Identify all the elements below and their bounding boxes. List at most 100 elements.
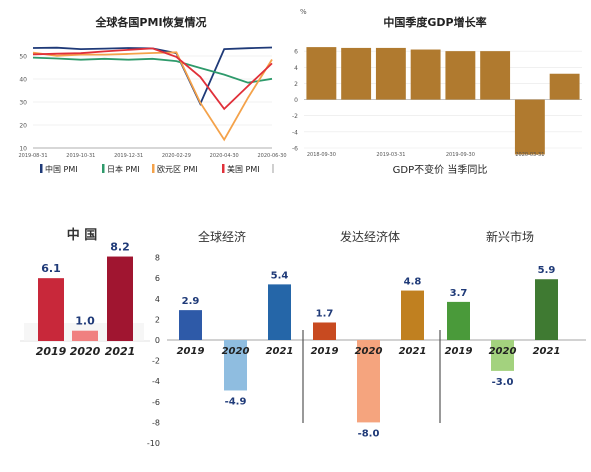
imf-year-label: 2020 [355, 346, 383, 357]
pmi-legend-label: 美国 PMI [227, 164, 260, 174]
gdp-bar [549, 73, 580, 100]
china-chart-title: 中 国 [67, 227, 98, 243]
imf-bar [268, 284, 291, 340]
gdp-unit-label: % [300, 8, 307, 16]
pmi-series-line-2 [32, 56, 273, 84]
gdp-bar [306, 47, 337, 100]
gdp-ytick: 4 [294, 65, 298, 72]
gdp-bar [480, 51, 511, 100]
imf-ytick: 0 [155, 336, 160, 345]
gdp-xtick: 2020-03-31 [515, 152, 544, 158]
imf-bar [535, 279, 558, 340]
pmi-legend-label: 中国 PMI [45, 164, 78, 174]
gdp-ytick: -2 [292, 113, 298, 120]
pmi-series-line-3 [32, 51, 273, 142]
imf-panel-title: 发达经济体 [340, 229, 400, 244]
pmi-ytick: 50 [19, 54, 27, 61]
pmi-ytick: 30 [19, 100, 27, 107]
pmi-xtick: 2019-08-31 [18, 153, 47, 159]
imf-value-label: 5.9 [538, 265, 556, 276]
imf-bar [224, 340, 247, 391]
imf-value-label: 5.4 [271, 270, 289, 281]
imf-ytick: 6 [155, 274, 160, 283]
pmi-line-chart: 全球各国PMI恢复情况 10 20 30 40 50 2019-08-31 2019-10… [18, 15, 286, 174]
pmi-legend-label: 欧元区 PMI [157, 164, 198, 174]
imf-value-label: -8.0 [358, 428, 380, 439]
gdp-footer-label: GDP不变价 当季同比 [393, 163, 488, 176]
imf-value-label: 3.7 [450, 288, 468, 299]
imf-panel-title: 新兴市场 [486, 229, 534, 244]
gdp-quarterly-chart: % 中国季度GDP增长率 -6 -4 -2 0 2 4 6 2018-09-30 2019-0… [292, 8, 582, 176]
imf-value-label: -4.9 [225, 396, 247, 407]
pmi-ytick: 10 [19, 146, 27, 153]
imf-panels-chart: 8 6 4 2 0 -2 -4 -6 -8 -10 全球经济 2.9 2019 -4.9 2020 5.4 2… [147, 229, 586, 448]
imf-value-label: 1.7 [316, 308, 334, 319]
pmi-legend-label: 日本 PMI [107, 164, 140, 174]
pmi-xtick: 2020-02-29 [162, 153, 191, 159]
pmi-xtick: 2019-12-31 [114, 153, 143, 159]
imf-year-label: 2019 [311, 346, 339, 357]
imf-value-label: 4.8 [404, 277, 422, 288]
imf-panel-title: 全球经济 [198, 229, 246, 244]
gdp-chart-title: 中国季度GDP增长率 [383, 15, 486, 29]
gdp-ytick: 0 [294, 97, 298, 104]
imf-year-label: 2021 [266, 346, 294, 357]
china-year-label: 2019 [36, 345, 67, 358]
gdp-bar [375, 47, 406, 100]
pmi-xtick: 2020-04-30 [210, 153, 239, 159]
imf-ytick: 2 [155, 315, 160, 324]
imf-ytick: -4 [152, 377, 160, 386]
gdp-bar [514, 99, 545, 155]
imf-bar [447, 301, 470, 340]
gdp-bar [410, 49, 441, 100]
gdp-xtick: 2018-09-30 [307, 152, 336, 158]
pmi-ytick: 40 [19, 77, 27, 84]
china-value-label: 6.1 [41, 262, 61, 275]
china-value-label: 8.2 [110, 241, 130, 254]
pmi-chart-title: 全球各国PMI恢复情况 [94, 15, 206, 29]
pmi-xtick: 2019-10-31 [66, 153, 95, 159]
pmi-legend-swatch [102, 164, 105, 173]
imf-value-label: 2.9 [182, 296, 200, 307]
imf-bar [357, 340, 380, 423]
imf-bar [491, 340, 514, 371]
imf-year-label: 2020 [222, 346, 250, 357]
imf-value-label: -3.0 [492, 377, 514, 388]
gdp-bar [341, 47, 372, 100]
china-bar [107, 256, 133, 341]
imf-year-label: 2020 [489, 346, 517, 357]
gdp-bar [445, 51, 476, 100]
imf-ytick: -6 [152, 398, 160, 407]
imf-ytick: -10 [147, 439, 160, 448]
imf-bar [179, 310, 202, 340]
imf-ytick: -2 [152, 357, 160, 366]
pmi-xtick: 2020-06-30 [257, 153, 286, 159]
gdp-ytick: 6 [294, 49, 298, 56]
china-value-label: 1.0 [75, 315, 95, 328]
pmi-legend: 中国 PMI 日本 PMI 欧元区 PMI 美国 PMI [40, 164, 274, 174]
gdp-xtick: 2019-03-31 [376, 152, 405, 158]
pmi-legend-swatch [152, 164, 155, 173]
china-year-label: 2020 [70, 345, 101, 358]
imf-bar [401, 290, 424, 340]
gdp-ytick: 2 [294, 81, 298, 88]
imf-year-label: 2021 [399, 346, 427, 357]
imf-bar [313, 322, 336, 340]
imf-ytick: 8 [155, 254, 160, 263]
china-year-label: 2021 [105, 345, 136, 358]
imf-ytick: 4 [155, 295, 160, 304]
imf-ytick: -8 [152, 418, 160, 427]
gdp-ytick: -6 [292, 146, 298, 153]
imf-year-label: 2021 [533, 346, 561, 357]
gdp-ytick: -4 [292, 129, 298, 136]
imf-year-label: 2019 [445, 346, 473, 357]
pmi-legend-swatch [40, 164, 43, 173]
china-bar [38, 278, 64, 341]
imf-year-label: 2019 [177, 346, 205, 357]
pmi-ytick: 20 [19, 123, 27, 130]
pmi-series-line-4 [32, 47, 273, 111]
gdp-xtick: 2019-09-30 [446, 152, 475, 158]
china-bar [72, 330, 98, 341]
china-annual-chart: 中 国 6.1 2019 1.0 2020 8.2 2021 [20, 227, 150, 358]
